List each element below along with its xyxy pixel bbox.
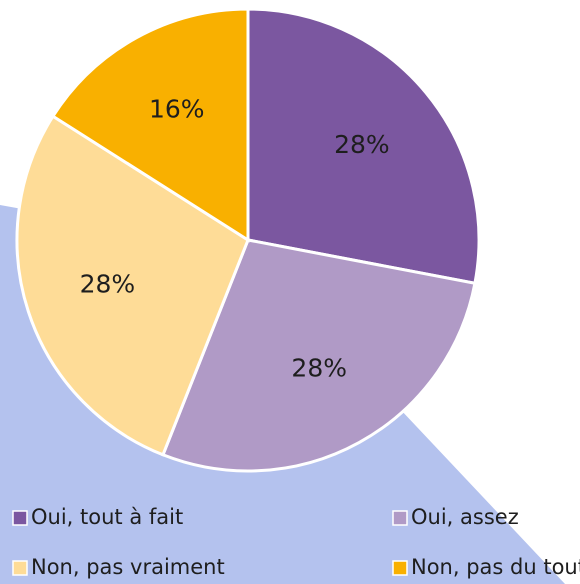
slice-label: 28% (334, 130, 390, 159)
legend-label: Oui, assez (411, 505, 519, 529)
legend-swatch (12, 560, 28, 576)
legend-swatch (392, 560, 408, 576)
slice-label: 28% (291, 354, 347, 383)
legend-label: Non, pas du tout (411, 555, 580, 579)
legend-label: Oui, tout à fait (31, 505, 183, 529)
pie-slice (50, 7, 250, 243)
pie-slice (15, 114, 250, 457)
slice-label: 16% (149, 94, 205, 123)
legend-swatch (392, 510, 408, 526)
pie-slice (246, 7, 481, 286)
legend-label: Non, pas vraiment (31, 555, 225, 579)
slice-label: 28% (80, 270, 136, 299)
legend-swatch (12, 510, 28, 526)
pie-slice (161, 238, 477, 473)
legend: Oui, tout à fait Oui, assez Non, pas vraim… (12, 505, 580, 579)
pie: 28% 28% 28% 16% (15, 7, 481, 473)
